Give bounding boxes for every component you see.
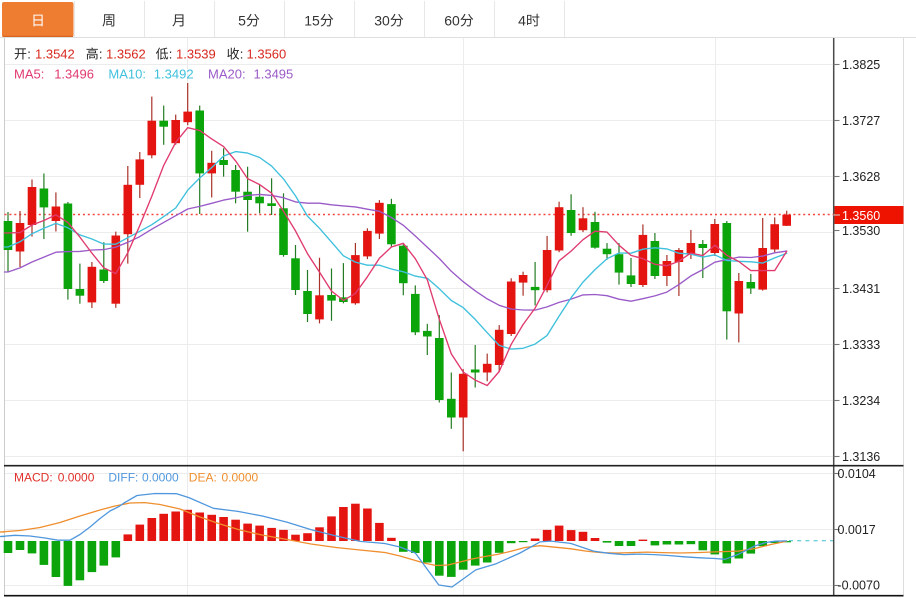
svg-text:MA5: 1.3496: MA5: 1.3496 (14, 67, 94, 82)
svg-text:1.3825: 1.3825 (842, 58, 880, 72)
svg-text:1.3542: 1.3542 (35, 47, 75, 62)
svg-text:1.3560: 1.3560 (842, 209, 880, 223)
svg-text:DIFF: 0.0000: DIFF: 0.0000 (108, 471, 179, 485)
svg-text:0.0104: 0.0104 (838, 467, 876, 481)
svg-text:1.3628: 1.3628 (842, 170, 880, 184)
svg-text:1.3136: 1.3136 (842, 450, 880, 464)
svg-text:4: 4 (518, 12, 526, 28)
svg-text::: : (27, 47, 31, 62)
svg-text:1.3333: 1.3333 (842, 338, 880, 352)
svg-text:0.0017: 0.0017 (838, 523, 876, 537)
svg-text:1.3539: 1.3539 (176, 47, 216, 62)
svg-text:15: 15 (304, 12, 320, 28)
svg-text:1.3727: 1.3727 (842, 114, 880, 128)
svg-text:1.3234: 1.3234 (842, 394, 880, 408)
svg-text:1.3562: 1.3562 (106, 47, 146, 62)
svg-text::: : (169, 47, 173, 62)
svg-text:1.3431: 1.3431 (842, 282, 880, 296)
svg-text:30: 30 (374, 12, 390, 28)
svg-text:60: 60 (444, 12, 460, 28)
svg-text:MACD: 0.0000: MACD: 0.0000 (14, 471, 95, 485)
svg-text::: : (99, 47, 103, 62)
svg-text:1.3560: 1.3560 (247, 47, 287, 62)
svg-text:DEA: 0.0000: DEA: 0.0000 (189, 471, 259, 485)
svg-text:1.3530: 1.3530 (842, 224, 880, 238)
svg-text::: : (240, 47, 244, 62)
svg-text:5: 5 (238, 12, 246, 28)
svg-text:-0.0070: -0.0070 (838, 578, 880, 592)
